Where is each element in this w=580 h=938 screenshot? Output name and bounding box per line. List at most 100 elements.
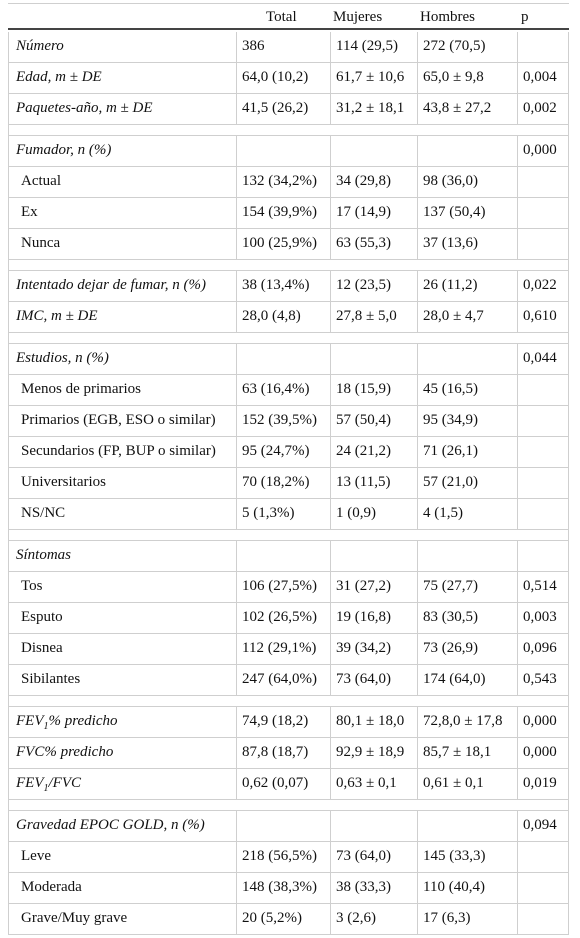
cell-text: 85,7 ± 18,1 [423,744,492,760]
cell: 57 (21,0) [418,467,518,499]
cell-text: 75 (27,7) [423,578,478,594]
cell-text: 63 (16,4%) [242,381,310,397]
cell: 0,002 [518,93,569,125]
cell-text: 72,8,0 ± 17,8 [423,713,503,729]
cell: 0,000 [518,135,569,167]
cell-text: 0,610 [523,308,557,324]
cell-text: Leve [21,848,51,864]
cell: 73 (64,0) [331,841,418,873]
cell: 272 (70,5) [418,31,518,63]
cell: 100 (25,9%) [237,228,331,260]
cell [518,903,569,935]
cell-text: 37 (13,6) [423,235,478,251]
row-label: Menos de primarios [8,374,237,406]
cell-text: 26 (11,2) [423,277,478,293]
column-header: p [521,9,529,25]
cell-text: FEV [16,775,44,791]
cell-text: 272 (70,5) [423,38,486,54]
cell-text: 24 (21,2) [336,443,391,459]
row-label: Tos [8,571,237,603]
cell: 57 (50,4) [331,405,418,437]
cell [418,540,518,572]
cell-text: 0,61 ± 0,1 [423,775,484,791]
row-label: FEV1% predicho [8,706,237,738]
cell [418,343,518,375]
cell: 0,000 [518,737,569,769]
cell-text: 132 (34,2%) [242,173,317,189]
cell-text: % predicho [48,713,118,729]
cell [518,436,569,468]
header-top-rule [8,3,569,4]
row-label: FVC% predicho [8,737,237,769]
cell [331,540,418,572]
spacer-row [8,799,569,811]
cell-text: 0,022 [523,277,557,293]
cell-text: 20 (5,2%) [242,910,302,926]
cell: 4 (1,5) [418,498,518,530]
cell: 17 (6,3) [418,903,518,935]
cell: 70 (18,2%) [237,467,331,499]
cell: 0,000 [518,706,569,738]
cell [237,540,331,572]
cell [331,343,418,375]
cell: 0,094 [518,810,569,842]
cell-text: 73 (26,9) [423,640,478,656]
cell-text: NS/NC [21,505,66,521]
cell-text: 63 (55,3) [336,235,391,251]
row-label: Moderada [8,872,237,904]
cell [518,197,569,229]
header-bottom-rule [8,28,569,30]
cell-text: 64,0 (10,2) [242,69,309,85]
cell-text: 57 (21,0) [423,474,478,490]
cell-text: 0,63 ± 0,1 [336,775,397,791]
row-label: NS/NC [8,498,237,530]
cell: 0,543 [518,664,569,696]
cell-text: 95 (34,9) [423,412,478,428]
cell: 98 (36,0) [418,166,518,198]
cell: 87,8 (18,7) [237,737,331,769]
spacer-row [8,695,569,707]
cell-text: 1 (0,9) [336,505,376,521]
row-label: Sibilantes [8,664,237,696]
cell-text: Moderada [21,879,82,895]
row-label: Ex [8,197,237,229]
cell-text: 0,543 [523,671,557,687]
cell-text: 73 (64,0) [336,848,391,864]
cell: 75 (27,7) [418,571,518,603]
cell-text: Tos [21,578,43,594]
cell-text: Universitarios [21,474,106,490]
cell [418,135,518,167]
cell-text: 38 (33,3) [336,879,391,895]
cell: 74,9 (18,2) [237,706,331,738]
cell [518,405,569,437]
cell: 145 (33,3) [418,841,518,873]
cell: 64,0 (10,2) [237,62,331,94]
cell: 80,1 ± 18,0 [331,706,418,738]
cell-text: 31,2 ± 18,1 [336,100,405,116]
cell-text: 3 (2,6) [336,910,376,926]
cell-text: Intentado dejar de fumar, n (%) [16,277,206,293]
cell-text: 154 (39,9%) [242,204,317,220]
cell: 63 (16,4%) [237,374,331,406]
row-label: Estudios, n (%) [8,343,237,375]
cell-text: 13 (11,5) [336,474,391,490]
cell: 73 (26,9) [418,633,518,665]
cell: 0,004 [518,62,569,94]
cell: 17 (14,9) [331,197,418,229]
cell-text: 95 (24,7%) [242,443,310,459]
column-header: Mujeres [333,9,383,25]
cell-text: Síntomas [16,547,72,563]
cell [518,374,569,406]
row-label: Síntomas [8,540,237,572]
cell-text: Fumador, n (%) [16,142,112,158]
cell-text: Estudios, n (%) [16,350,109,366]
cell: 28,0 ± 4,7 [418,301,518,333]
cell: 0,019 [518,768,569,800]
cell: 37 (13,6) [418,228,518,260]
label-text: FEV1/FVC [16,775,81,794]
cell-text: FVC% predicho [16,744,114,760]
cell: 41,5 (26,2) [237,93,331,125]
cell [237,343,331,375]
cell: 154 (39,9%) [237,197,331,229]
